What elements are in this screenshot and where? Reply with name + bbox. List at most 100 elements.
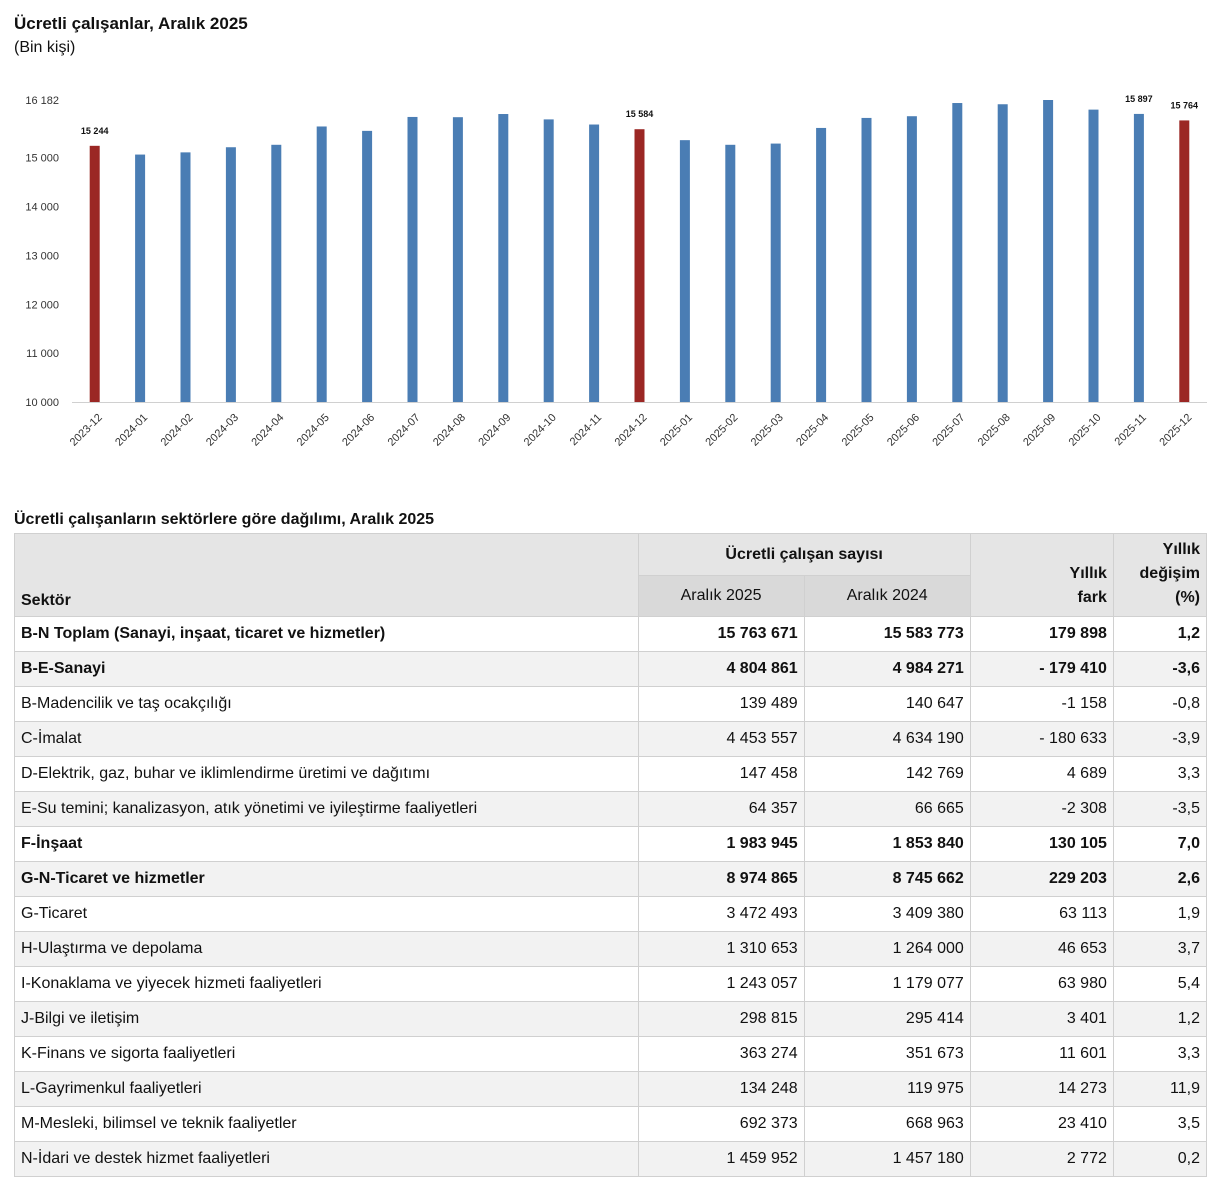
x-tick-label: 2024-06 <box>340 412 377 449</box>
bar-2024-09 <box>498 114 509 402</box>
table-row: B-E-Sanayi 4 804 861 4 984 271- 179 410 -3,… <box>14 651 1208 687</box>
x-tick-label: 2024-01 <box>113 412 150 449</box>
x-tick-label: 2024-07 <box>386 412 423 449</box>
bar-2025-01 <box>679 140 690 402</box>
cell-yillik-fark: 3 401 <box>969 1001 1114 1037</box>
cell-yillik-degisim: 0,2 <box>1112 1141 1208 1177</box>
x-tick-label: 2025-02 <box>703 412 740 449</box>
cell-yillik-fark: 23 410 <box>969 1106 1114 1142</box>
y-tick-label: 11 000 <box>26 348 59 360</box>
bar-2025-10 <box>1088 109 1099 402</box>
x-tick-label: 2025-06 <box>885 412 922 449</box>
bar-chart: 16 182 15 000 14 000 13 000 12 000 11 000 10 0… <box>25 94 1207 449</box>
cell-yillik-degisim: 5,4 <box>1112 966 1208 1002</box>
bar-2025-03 <box>770 143 781 402</box>
bar-2024-12 <box>634 129 645 402</box>
x-axis: 2023-12 2024-01 2024-02 2024-03 2024-04 2024-… <box>68 412 1195 449</box>
x-tick-label: 2024-11 <box>568 412 604 448</box>
y-tick-label: 10 000 <box>25 397 59 409</box>
cell-aralik-2025: 64 357 <box>637 791 805 827</box>
cell-aralik-2025: 4 453 557 <box>637 721 805 757</box>
x-tick-label: 2025-07 <box>930 412 967 449</box>
header-change: Yıllık değişim (%) <box>1112 533 1208 617</box>
bar-2023-12 <box>89 145 100 403</box>
bar-2025-02 <box>725 144 736 403</box>
cell-aralik-2024: 1 457 180 <box>803 1141 971 1177</box>
x-tick-label: 2023-12 <box>68 412 105 449</box>
header-change-line1: Yıllık <box>1162 541 1200 558</box>
x-tick-label: 2025-11 <box>1113 412 1149 448</box>
bar-2025-04 <box>816 127 827 403</box>
cell-yillik-fark: 63 980 <box>969 966 1114 1002</box>
cell-yillik-fark: - 180 633 <box>969 721 1114 757</box>
table-row: K-Finans ve sigorta faaliyetleri 363 274 3… <box>14 1036 1208 1072</box>
bar-2025-08 <box>997 104 1008 403</box>
cell-yillik-fark: 11 601 <box>969 1036 1114 1072</box>
bar-2024-07 <box>407 116 418 402</box>
x-tick-label: 2024-02 <box>159 412 196 449</box>
bar-2025-09 <box>1043 100 1054 402</box>
y-tick-label: 13 000 <box>25 250 59 262</box>
header-change-line3: (%) <box>1175 589 1200 606</box>
cell-yillik-fark: 179 898 <box>969 616 1114 652</box>
header-diff-line1: Yıllık <box>1069 565 1107 582</box>
data-label: 15 764 <box>1171 100 1199 110</box>
table-row: N-İdari ve destek hizmet faaliyetleri 1 4… <box>14 1141 1208 1177</box>
cell-aralik-2025: 1 983 945 <box>637 826 805 862</box>
table-row: B-Madencilik ve taş ocakçılığı 139 489 140… <box>14 686 1208 722</box>
cell-yillik-fark: -1 158 <box>969 686 1114 722</box>
cell-aralik-2024: 351 673 <box>803 1036 971 1072</box>
cell-aralik-2024: 4 984 271 <box>803 651 971 687</box>
cell-yillik-fark: - 179 410 <box>969 651 1114 687</box>
cell-sector: H-Ulaştırma ve depolama <box>14 931 639 967</box>
table-row: J-Bilgi ve iletişim 298 815 295 414 3 401 1,… <box>14 1001 1208 1037</box>
cell-aralik-2025: 3 472 493 <box>637 896 805 932</box>
cell-sector: K-Finans ve sigorta faaliyetleri <box>14 1036 639 1072</box>
cell-yillik-fark: 229 203 <box>969 861 1114 897</box>
cell-yillik-degisim: 7,0 <box>1112 826 1208 862</box>
cell-sector: B-Madencilik ve taş ocakçılığı <box>14 686 639 722</box>
cell-aralik-2025: 298 815 <box>637 1001 805 1037</box>
cell-yillik-degisim: -3,5 <box>1112 791 1208 827</box>
x-tick-label: 2025-10 <box>1067 412 1104 449</box>
cell-sector: G-N-Ticaret ve hizmetler <box>14 861 639 897</box>
cell-yillik-degisim: 1,2 <box>1112 616 1208 652</box>
header-sector: Sektör <box>14 533 639 617</box>
cell-yillik-fark: 14 273 <box>969 1071 1114 1107</box>
x-tick-label: 2024-03 <box>204 412 241 449</box>
header-change-line2: değişim <box>1139 565 1200 582</box>
chart-subtitle: (Bin kişi) <box>14 39 76 56</box>
cell-yillik-degisim: 3,3 <box>1112 1036 1208 1072</box>
cell-yillik-fark: 4 689 <box>969 756 1114 792</box>
cell-yillik-fark: 130 105 <box>969 826 1114 862</box>
x-tick-label: 2024-12 <box>613 412 650 449</box>
cell-aralik-2025: 1 310 653 <box>637 931 805 967</box>
cell-aralik-2025: 8 974 865 <box>637 861 805 897</box>
cell-aralik-2025: 134 248 <box>637 1071 805 1107</box>
x-tick-label: 2025-08 <box>976 412 1013 449</box>
cell-yillik-degisim: 1,9 <box>1112 896 1208 932</box>
cell-yillik-degisim: 3,5 <box>1112 1106 1208 1142</box>
bar-2024-04 <box>271 144 282 403</box>
data-label: 15 584 <box>626 109 654 119</box>
cell-aralik-2025: 147 458 <box>637 756 805 792</box>
bar-2025-07 <box>952 103 963 402</box>
cell-yillik-fark: -2 308 <box>969 791 1114 827</box>
bar-2024-01 <box>135 154 146 402</box>
table-row: B-N Toplam (Sanayi, inşaat, ticaret ve h… <box>14 616 1208 652</box>
cell-sector: B-N Toplam (Sanayi, inşaat, ticaret ve h… <box>14 616 639 652</box>
cell-aralik-2025: 15 763 671 <box>637 616 805 652</box>
cell-aralik-2025: 4 804 861 <box>637 651 805 687</box>
cell-sector: I-Konaklama ve yiyecek hizmeti faaliyetl… <box>14 966 639 1002</box>
x-tick-label: 2024-05 <box>295 412 332 449</box>
cell-aralik-2024: 142 769 <box>803 756 971 792</box>
bar-2025-06 <box>906 116 917 403</box>
cell-yillik-degisim: 11,9 <box>1112 1071 1208 1107</box>
bar-2024-02 <box>180 152 191 402</box>
bars: 15 244 15 584 15 897 15 764 <box>81 94 1199 403</box>
bar-2024-08 <box>452 117 463 402</box>
cell-sector: C-İmalat <box>14 721 639 757</box>
cell-aralik-2025: 692 373 <box>637 1106 805 1142</box>
cell-aralik-2024: 1 179 077 <box>803 966 971 1002</box>
cell-aralik-2024: 15 583 773 <box>803 616 971 652</box>
